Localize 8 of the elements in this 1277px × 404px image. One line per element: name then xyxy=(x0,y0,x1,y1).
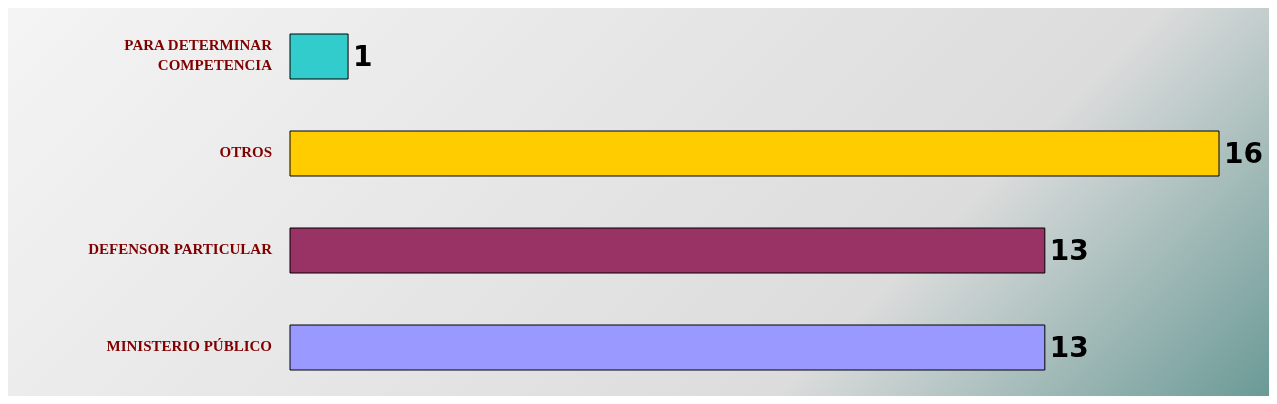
y-tick-label: DEFENSOR PARTICULAR xyxy=(88,240,273,257)
data-label: 1 xyxy=(353,40,373,74)
data-label: 16 xyxy=(1224,137,1263,171)
y-tick-label: PARA DETERMINAR COMPETENCIA xyxy=(124,36,273,73)
data-label: 13 xyxy=(1049,331,1089,365)
y-tick-label: OTROS xyxy=(219,143,272,160)
data-label: 13 xyxy=(1049,234,1089,268)
y-tick-label: MINISTERIO PÚBLICO xyxy=(106,337,272,354)
